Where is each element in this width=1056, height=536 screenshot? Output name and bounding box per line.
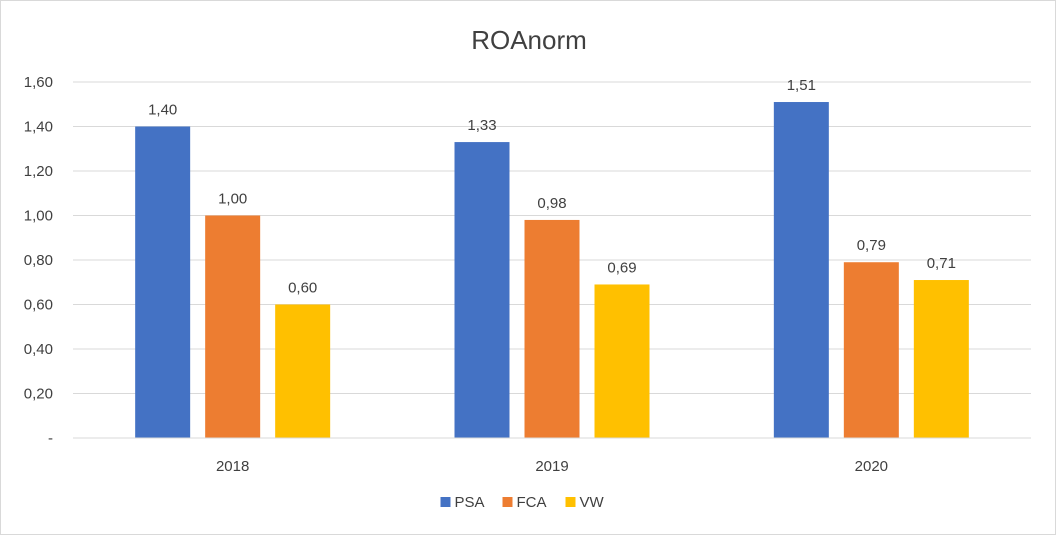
data-label: 1,51 [787,77,816,94]
data-label: 1,33 [467,117,496,134]
data-label: 0,60 [288,280,317,297]
bar-vw-2020 [913,280,969,438]
y-tick-label: - [48,430,53,447]
data-label: 1,00 [218,191,247,208]
x-tick-label: 2019 [535,458,568,475]
legend-swatch-psa [440,497,451,507]
bar-psa-2018 [135,126,191,438]
y-tick-label: 1,00 [24,208,53,225]
data-label: 0,69 [607,259,636,276]
bar-fca-2020 [843,262,899,438]
x-axis-ticks: 2018 2019 2020 [216,458,888,475]
bar-vw-2018 [275,304,331,438]
data-labels: 1,40 1,00 0,60 1,33 0,98 0,69 1,51 0,79 0,71 [148,77,956,296]
legend-label: FCA [517,494,547,511]
data-label: 0,98 [537,195,566,212]
y-tick-label: 0,60 [24,297,53,314]
bar-vw-2019 [594,284,650,438]
legend-swatch-fca [502,497,513,507]
x-tick-label: 2020 [855,458,888,475]
y-tick-label: 1,20 [24,163,53,180]
x-tick-label: 2018 [216,458,249,475]
data-label: 1,40 [148,102,177,119]
data-label: 0,71 [927,255,956,272]
legend-label: PSA [455,494,485,511]
y-tick-label: 0,20 [24,386,53,403]
bar-psa-2019 [454,142,510,438]
y-tick-label: 1,60 [24,74,53,91]
legend-swatch-vw [565,497,576,507]
y-tick-label: 0,80 [24,252,53,269]
bar-psa-2020 [773,102,829,439]
chart-title: ROAnorm [471,25,587,55]
y-tick-label: 0,40 [24,341,53,358]
bar-fca-2019 [524,219,580,438]
data-label: 0,79 [857,237,886,254]
y-axis-ticks: - 0,20 0,40 0,60 0,80 1,00 1,20 1,40 1,60 [24,74,53,447]
bar-fca-2018 [205,215,261,438]
y-tick-label: 1,40 [24,119,53,136]
bars [135,102,969,439]
legend-label: VW [580,494,605,511]
legend: PSA FCA VW [440,494,605,511]
